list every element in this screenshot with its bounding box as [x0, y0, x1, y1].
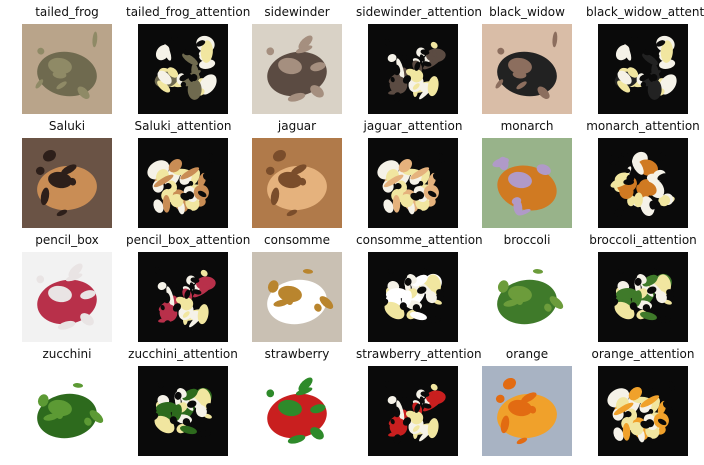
grid-cell: sidewinder_attention: [356, 4, 483, 118]
thumbnail-title: orange_attention: [591, 347, 695, 361]
grid-cell: consomme_attention: [356, 232, 483, 346]
photo-image: [252, 252, 342, 342]
thumbnail: [22, 366, 112, 456]
thumbnail: [138, 24, 228, 114]
thumbnail-title: black_widow_attention: [586, 5, 704, 19]
thumbnail-title: broccoli_attention: [589, 233, 697, 247]
photo-image: [22, 252, 112, 342]
thumbnail-title: zucchini: [42, 347, 92, 361]
grid-cell: jaguar: [240, 118, 354, 232]
attention-map-image: [368, 138, 458, 228]
thumbnail-title: black_widow: [489, 5, 565, 19]
attention-map-image: [598, 366, 688, 456]
grid-cell: pencil_box_attention: [126, 232, 251, 346]
grid-cell: consomme: [240, 232, 354, 346]
thumbnail: [368, 252, 458, 342]
thumbnail: [482, 138, 572, 228]
photo-image: [22, 24, 112, 114]
thumbnail-title: pencil_box_attention: [126, 233, 251, 247]
thumbnail: [598, 366, 688, 456]
thumbnail: [598, 24, 688, 114]
attention-map-image: [598, 138, 688, 228]
grid-cell: black_widow_attention: [586, 4, 704, 118]
thumbnail: [482, 252, 572, 342]
thumbnail: [482, 24, 572, 114]
grid-cell: zucchini: [10, 346, 124, 460]
thumbnail-title: Saluki_attention: [134, 119, 232, 133]
attention-map-image: [368, 366, 458, 456]
thumbnail: [138, 138, 228, 228]
photo-image: [252, 366, 342, 456]
thumbnail-title: sidewinder_attention: [356, 5, 483, 19]
thumbnail: [138, 366, 228, 456]
thumbnail-title: orange: [505, 347, 549, 361]
thumbnail-title: monarch_attention: [586, 119, 700, 133]
thumbnail-title: consomme_attention: [356, 233, 483, 247]
attention-map-image: [368, 252, 458, 342]
attention-map-image: [138, 138, 228, 228]
grid-cell: tailed_frog: [10, 4, 124, 118]
grid-cell: orange: [470, 346, 584, 460]
grid-cell: orange_attention: [586, 346, 700, 460]
thumbnail: [22, 252, 112, 342]
photo-image: [482, 366, 572, 456]
thumbnail-title: broccoli: [503, 233, 551, 247]
grid-cell: Saluki: [10, 118, 124, 232]
attention-map-image: [368, 24, 458, 114]
thumbnail-title: tailed_frog: [35, 5, 99, 19]
attention-map-image: [598, 252, 688, 342]
thumbnail-title: strawberry: [264, 347, 330, 361]
photo-image: [482, 24, 572, 114]
thumbnail: [368, 138, 458, 228]
thumbnail: [368, 366, 458, 456]
attention-map-image: [138, 252, 228, 342]
thumbnail-title: monarch: [500, 119, 554, 133]
photo-image: [252, 138, 342, 228]
thumbnail-title: jaguar_attention: [363, 119, 463, 133]
photo-image: [252, 24, 342, 114]
photo-image: [22, 138, 112, 228]
thumbnail-title: consomme: [264, 233, 330, 247]
grid-cell: broccoli: [470, 232, 584, 346]
grid-cell: strawberry_attention: [356, 346, 482, 460]
thumbnail-title: tailed_frog_attention: [126, 5, 251, 19]
grid-cell: sidewinder: [240, 4, 354, 118]
thumbnail-title: pencil_box: [35, 233, 99, 247]
thumbnail: [252, 252, 342, 342]
thumbnail: [22, 138, 112, 228]
photo-image: [482, 138, 572, 228]
grid-cell: zucchini_attention: [126, 346, 240, 460]
grid-cell: monarch_attention: [586, 118, 700, 232]
attention-map-image: [138, 366, 228, 456]
thumbnail-title: sidewinder: [264, 5, 330, 19]
grid-cell: broccoli_attention: [586, 232, 700, 346]
attention-map-image: [138, 24, 228, 114]
thumbnail: [482, 366, 572, 456]
grid-cell: jaguar_attention: [356, 118, 470, 232]
thumbnail: [368, 24, 458, 114]
thumbnail: [598, 252, 688, 342]
thumbnail: [252, 24, 342, 114]
grid-cell: monarch: [470, 118, 584, 232]
attention-map-image: [598, 24, 688, 114]
thumbnail-title: Saluki: [48, 119, 86, 133]
grid-cell: Saluki_attention: [126, 118, 240, 232]
photo-image: [482, 252, 572, 342]
thumbnail: [138, 252, 228, 342]
grid-cell: black_widow: [470, 4, 584, 118]
thumbnail: [252, 366, 342, 456]
photo-image: [22, 366, 112, 456]
thumbnail: [22, 24, 112, 114]
grid-cell: pencil_box: [10, 232, 124, 346]
grid-cell: strawberry: [240, 346, 354, 460]
thumbnail: [598, 138, 688, 228]
thumbnail-title: jaguar: [277, 119, 317, 133]
thumbnail-title: strawberry_attention: [356, 347, 482, 361]
thumbnail-title: zucchini_attention: [128, 347, 238, 361]
grid-cell: tailed_frog_attention: [126, 4, 251, 118]
thumbnail: [252, 138, 342, 228]
